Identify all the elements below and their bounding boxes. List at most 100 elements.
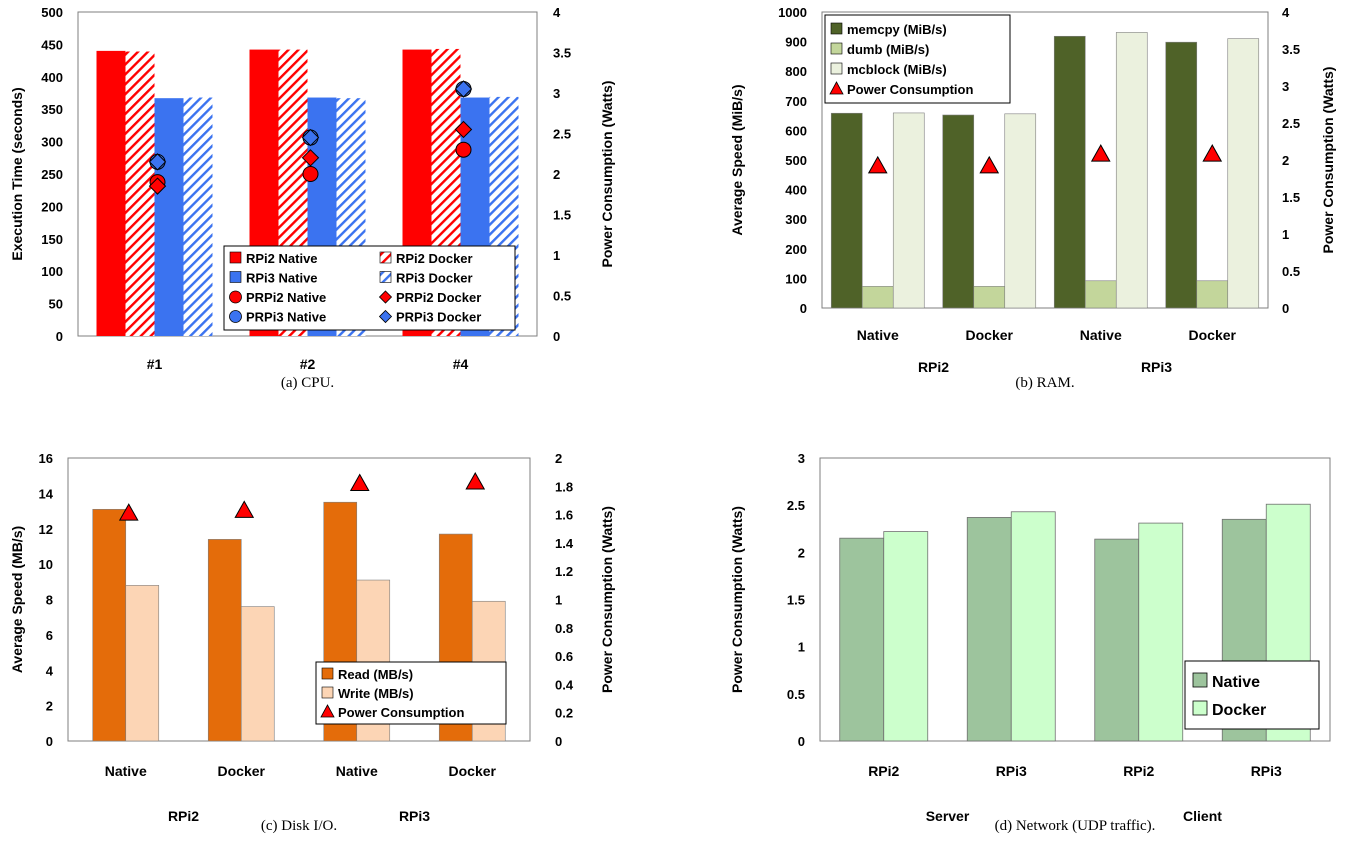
2-y2tick-label: 2 — [555, 451, 562, 466]
disk-category-label: Native — [336, 763, 378, 779]
cpu-power-prpi2-native — [302, 166, 319, 182]
ram-bar-dumb — [1196, 280, 1229, 309]
1-y2tick-label: 1.5 — [1282, 190, 1300, 205]
ram-legend-swatch — [830, 22, 843, 35]
2-y2tick-label: 0.6 — [555, 649, 573, 664]
3-caption: (d) Network (UDP traffic). — [995, 818, 1156, 834]
ram-category-label: Docker — [1189, 327, 1237, 343]
ram-bar-memcpy — [1165, 41, 1198, 309]
2-ytick-label: 16 — [39, 451, 53, 466]
network-category-label: RPi3 — [1251, 763, 1282, 779]
ram-power-triangle — [1202, 144, 1223, 162]
0-ytick-label: 150 — [41, 232, 63, 247]
cpu-bar-rpi2-docker — [125, 51, 155, 336]
1-ytick-label: 0 — [800, 301, 807, 316]
0-y2axis-title: Power Consumption (Watts) — [599, 81, 615, 268]
1-y2tick-label: 3 — [1282, 79, 1289, 94]
cpu-legend-prpi3-native-swatch — [229, 310, 242, 323]
2-y2tick-label: 0.4 — [555, 677, 574, 692]
ram-bar-memcpy — [1053, 35, 1086, 309]
0-y2tick-label: 2 — [553, 167, 560, 182]
1-caption: (b) RAM. — [1015, 375, 1074, 391]
network-legend-swatch — [1192, 700, 1208, 716]
ram-legend-label: dumb (MiB/s) — [847, 42, 929, 57]
2-y2tick-label: 1.2 — [555, 564, 573, 579]
disk-power-triangle — [118, 503, 139, 521]
disk-category-label: Docker — [449, 763, 497, 779]
cpu-legend-prpi3-docker-label: PRPi3 Docker — [396, 310, 481, 325]
cpu-legend-prpi3-native-label: PRPi3 Native — [246, 310, 326, 325]
0-y2tick-label: 4 — [553, 5, 561, 20]
1-y2tick-label: 2.5 — [1282, 116, 1300, 131]
3-ytick-label: 0 — [798, 734, 805, 749]
cpu-power-prpi3-docker — [454, 80, 473, 98]
ram-group-label: RPi3 — [1141, 359, 1172, 375]
ram-bar-dumb — [1084, 280, 1117, 309]
1-ytick-label: 100 — [785, 271, 807, 286]
ram-power-triangle — [1090, 144, 1111, 162]
cpu-power-prpi2-docker — [454, 120, 473, 139]
network-bar-native — [839, 537, 885, 742]
ram-legend-swatch — [830, 62, 843, 75]
2-ytick-label: 8 — [46, 593, 53, 608]
network-bar-docker — [1010, 511, 1056, 742]
disk-legend-swatch — [321, 667, 334, 680]
2-y2tick-label: 1.6 — [555, 508, 573, 523]
ram-power-triangle — [979, 155, 1000, 174]
2-plot-frame — [67, 457, 531, 742]
ram-bar-mcblock — [1115, 32, 1148, 309]
2-y2axis-title: Power Consumption (Watts) — [599, 506, 615, 693]
2-y2tick-label: 1.8 — [555, 479, 573, 494]
1-y2tick-label: 0 — [1282, 301, 1289, 316]
3-ytick-label: 1.5 — [787, 593, 805, 608]
0-ytick-label: 50 — [49, 297, 63, 312]
disk-legend-power-swatch — [320, 704, 335, 718]
cpu-bar-rpi2-native — [96, 50, 126, 336]
3-ytick-label: 2.5 — [787, 498, 805, 513]
network-category-label: RPi2 — [868, 763, 899, 779]
0-ytick-label: 500 — [41, 5, 63, 20]
0-ytick-label: 350 — [41, 102, 63, 117]
0-y2tick-label: 1 — [553, 248, 560, 263]
ram-bar-dumb — [973, 286, 1006, 309]
0-ytick-label: 300 — [41, 135, 63, 150]
cpu-legend-rpi3-native-swatch — [229, 271, 242, 283]
cpu-power-prpi3-docker — [301, 128, 320, 147]
cpu-chart: 0 50 100 150 200 250 300 350 400 450 500 0 0.5 1 1.5 2 2… — [9, 5, 615, 391]
0-y2tick-label: 3 — [553, 86, 560, 101]
3-yaxis-title: Power Consumption (Watts) — [729, 506, 745, 693]
disk-legend-label: Read (MB/s) — [338, 667, 413, 682]
2-yaxis-title: Average Speed (MB/s) — [9, 526, 25, 673]
network-chart: 0 0.5 1 1.5 2 2.5 3 Power Consumption (Watts) (d… — [729, 451, 1331, 834]
1-ytick-label: 500 — [785, 153, 807, 168]
disk-legend-label: Write (MB/s) — [338, 686, 414, 701]
network-group-label: Server — [926, 808, 970, 824]
0-ytick-label: 450 — [41, 37, 63, 52]
1-y2tick-label: 3.5 — [1282, 42, 1300, 57]
1-ytick-label: 800 — [785, 64, 807, 79]
network-legend-label: Docker — [1212, 702, 1266, 719]
1-y2axis-title: Power Consumption (Watts) — [1320, 67, 1336, 254]
3-ytick-label: 0.5 — [787, 687, 805, 702]
3-plot-frame — [819, 457, 1331, 742]
cpu-category-label: #1 — [147, 356, 163, 372]
2-y2tick-label: 1.4 — [555, 536, 574, 551]
network-bar-docker — [883, 531, 929, 742]
cpu-category-label: #4 — [453, 356, 469, 372]
ram-bar-memcpy — [830, 112, 863, 309]
cpu-legend-prpi2-native-label: PRPi2 Native — [246, 290, 326, 305]
cpu-legend-rpi3-docker-swatch — [379, 271, 392, 283]
0-yaxis-title: Execution Time (seconds) — [9, 87, 25, 260]
network-legend-box — [1184, 660, 1320, 730]
cpu-legend-prpi2-docker-label: PRPi2 Docker — [396, 290, 481, 305]
cpu-power-prpi2-docker — [148, 177, 167, 195]
1-ytick-label: 900 — [785, 35, 807, 50]
2-y2tick-label: 0 — [555, 734, 562, 749]
cpu-legend-rpi3-native-label: RPi3 Native — [246, 271, 318, 286]
2-y2tick-label: 0.8 — [555, 621, 573, 636]
0-y2tick-label: 3.5 — [553, 46, 571, 61]
network-bar-native — [1094, 538, 1140, 742]
cpu-legend-rpi2-docker-label: RPi2 Docker — [396, 251, 473, 266]
cpu-legend-prpi2-native-swatch — [229, 290, 242, 304]
disk-legend-label: Power Consumption — [338, 705, 464, 720]
